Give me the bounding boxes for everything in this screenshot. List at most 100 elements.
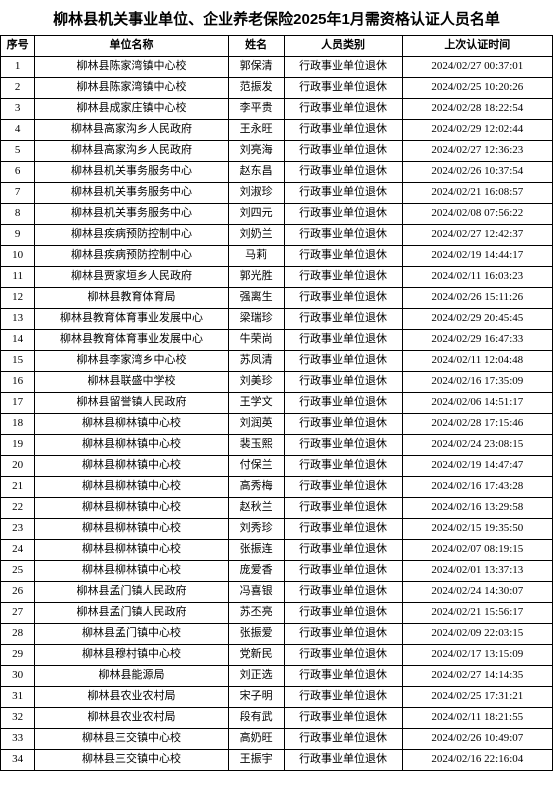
table-cell: 柳林县能源局 [35, 666, 228, 687]
table-cell: 2024/02/28 17:15:46 [402, 414, 552, 435]
table-row: 14柳林县教育体育事业发展中心牛荣尚行政事业单位退休2024/02/29 16:… [1, 330, 553, 351]
table-row: 9柳林县疾病预防控制中心刘奶兰行政事业单位退休2024/02/27 12:42:… [1, 225, 553, 246]
table-row: 15柳林县李家湾乡中心校苏凤清行政事业单位退休2024/02/11 12:04:… [1, 351, 553, 372]
table-cell: 行政事业单位退休 [284, 204, 402, 225]
table-cell: 柳林县三交镇中心校 [35, 729, 228, 750]
table-cell: 2024/02/24 23:08:15 [402, 435, 552, 456]
table-cell: 2024/02/06 14:51:17 [402, 393, 552, 414]
table-row: 7柳林县机关事务服务中心刘淑珍行政事业单位退休2024/02/21 16:08:… [1, 183, 553, 204]
table-cell: 2024/02/16 17:35:09 [402, 372, 552, 393]
header-type: 人员类别 [284, 36, 402, 57]
table-row: 22柳林县柳林镇中心校赵秋兰行政事业单位退休2024/02/16 13:29:5… [1, 498, 553, 519]
table-cell: 2024/02/26 10:37:54 [402, 162, 552, 183]
table-cell: 2024/02/09 22:03:15 [402, 624, 552, 645]
table-cell: 柳林县李家湾乡中心校 [35, 351, 228, 372]
table-cell: 行政事业单位退休 [284, 729, 402, 750]
table-cell: 27 [1, 603, 35, 624]
table-cell: 2024/02/01 13:37:13 [402, 561, 552, 582]
table-cell: 2024/02/27 14:14:35 [402, 666, 552, 687]
table-row: 23柳林县柳林镇中心校刘秀珍行政事业单位退休2024/02/15 19:35:5… [1, 519, 553, 540]
table-cell: 2024/02/27 12:42:37 [402, 225, 552, 246]
table-cell: 2024/02/16 22:16:04 [402, 750, 552, 771]
table-cell: 行政事业单位退休 [284, 162, 402, 183]
table-cell: 26 [1, 582, 35, 603]
table-cell: 行政事业单位退休 [284, 498, 402, 519]
table-cell: 柳林县疾病预防控制中心 [35, 246, 228, 267]
table-row: 11柳林县贾家垣乡人民政府郭光胜行政事业单位退休2024/02/11 16:03… [1, 267, 553, 288]
table-cell: 柳林县柳林镇中心校 [35, 456, 228, 477]
table-cell: 行政事业单位退休 [284, 687, 402, 708]
table-row: 29柳林县穆村镇中心校党新民行政事业单位退休2024/02/17 13:15:0… [1, 645, 553, 666]
table-row: 6柳林县机关事务服务中心赵东昌行政事业单位退休2024/02/26 10:37:… [1, 162, 553, 183]
page-title: 柳林县机关事业单位、企业养老保险2025年1月需资格认证人员名单 [0, 0, 553, 35]
table-cell: 8 [1, 204, 35, 225]
table-cell: 牛荣尚 [228, 330, 284, 351]
table-cell: 柳林县柳林镇中心校 [35, 540, 228, 561]
table-cell: 柳林县高家沟乡人民政府 [35, 120, 228, 141]
table-cell: 刘亮海 [228, 141, 284, 162]
table-row: 13柳林县教育体育事业发展中心梁瑞珍行政事业单位退休2024/02/29 20:… [1, 309, 553, 330]
table-cell: 行政事业单位退休 [284, 351, 402, 372]
header-unit: 单位名称 [35, 36, 228, 57]
table-cell: 郭光胜 [228, 267, 284, 288]
table-cell: 郭保清 [228, 57, 284, 78]
table-cell: 行政事业单位退休 [284, 456, 402, 477]
table-cell: 刘秀珍 [228, 519, 284, 540]
table-cell: 柳林县陈家湾镇中心校 [35, 78, 228, 99]
table-cell: 34 [1, 750, 35, 771]
table-cell: 付保兰 [228, 456, 284, 477]
table-cell: 柳林县高家沟乡人民政府 [35, 141, 228, 162]
table-cell: 柳林县教育体育事业发展中心 [35, 309, 228, 330]
table-cell: 10 [1, 246, 35, 267]
table-cell: 柳林县孟门镇中心校 [35, 624, 228, 645]
table-cell: 柳林县农业农村局 [35, 708, 228, 729]
table-cell: 柳林县三交镇中心校 [35, 750, 228, 771]
table-row: 28柳林县孟门镇中心校张振爱行政事业单位退休2024/02/09 22:03:1… [1, 624, 553, 645]
table-cell: 2024/02/19 14:47:47 [402, 456, 552, 477]
table-cell: 行政事业单位退休 [284, 393, 402, 414]
table-cell: 赵秋兰 [228, 498, 284, 519]
table-row: 32柳林县农业农村局段有武行政事业单位退休2024/02/11 18:21:55 [1, 708, 553, 729]
table-cell: 柳林县机关事务服务中心 [35, 204, 228, 225]
table-row: 19柳林县柳林镇中心校裴玉熙行政事业单位退休2024/02/24 23:08:1… [1, 435, 553, 456]
table-cell: 2024/02/25 10:20:26 [402, 78, 552, 99]
table-cell: 庞爱香 [228, 561, 284, 582]
table-cell: 9 [1, 225, 35, 246]
table-cell: 强离生 [228, 288, 284, 309]
table-cell: 2024/02/11 12:04:48 [402, 351, 552, 372]
table-cell: 15 [1, 351, 35, 372]
table-cell: 行政事业单位退休 [284, 330, 402, 351]
table-cell: 2024/02/11 18:21:55 [402, 708, 552, 729]
table-cell: 行政事业单位退休 [284, 708, 402, 729]
table-cell: 柳林县穆村镇中心校 [35, 645, 228, 666]
table-cell: 2024/02/19 14:44:17 [402, 246, 552, 267]
table-cell: 张振爱 [228, 624, 284, 645]
table-cell: 刘正选 [228, 666, 284, 687]
table-cell: 22 [1, 498, 35, 519]
table-cell: 柳林县柳林镇中心校 [35, 519, 228, 540]
table-cell: 2024/02/15 19:35:50 [402, 519, 552, 540]
table-row: 26柳林县孟门镇人民政府冯喜银行政事业单位退休2024/02/24 14:30:… [1, 582, 553, 603]
table-cell: 行政事业单位退休 [284, 624, 402, 645]
table-cell: 20 [1, 456, 35, 477]
table-row: 10柳林县疾病预防控制中心马莉行政事业单位退休2024/02/19 14:44:… [1, 246, 553, 267]
table-cell: 行政事业单位退休 [284, 519, 402, 540]
table-cell: 4 [1, 120, 35, 141]
table-cell: 16 [1, 372, 35, 393]
table-cell: 刘润英 [228, 414, 284, 435]
table-row: 24柳林县柳林镇中心校张振连行政事业单位退休2024/02/07 08:19:1… [1, 540, 553, 561]
table-cell: 行政事业单位退休 [284, 666, 402, 687]
table-cell: 柳林县柳林镇中心校 [35, 498, 228, 519]
table-cell: 2024/02/17 13:15:09 [402, 645, 552, 666]
table-cell: 18 [1, 414, 35, 435]
table-cell: 柳林县疾病预防控制中心 [35, 225, 228, 246]
table-row: 8柳林县机关事务服务中心刘四元行政事业单位退休2024/02/08 07:56:… [1, 204, 553, 225]
table-cell: 7 [1, 183, 35, 204]
table-cell: 2024/02/21 16:08:57 [402, 183, 552, 204]
table-row: 17柳林县留誉镇人民政府王学文行政事业单位退休2024/02/06 14:51:… [1, 393, 553, 414]
table-cell: 2024/02/24 14:30:07 [402, 582, 552, 603]
table-cell: 党新民 [228, 645, 284, 666]
table-cell: 赵东昌 [228, 162, 284, 183]
table-cell: 11 [1, 267, 35, 288]
table-cell: 行政事业单位退休 [284, 477, 402, 498]
